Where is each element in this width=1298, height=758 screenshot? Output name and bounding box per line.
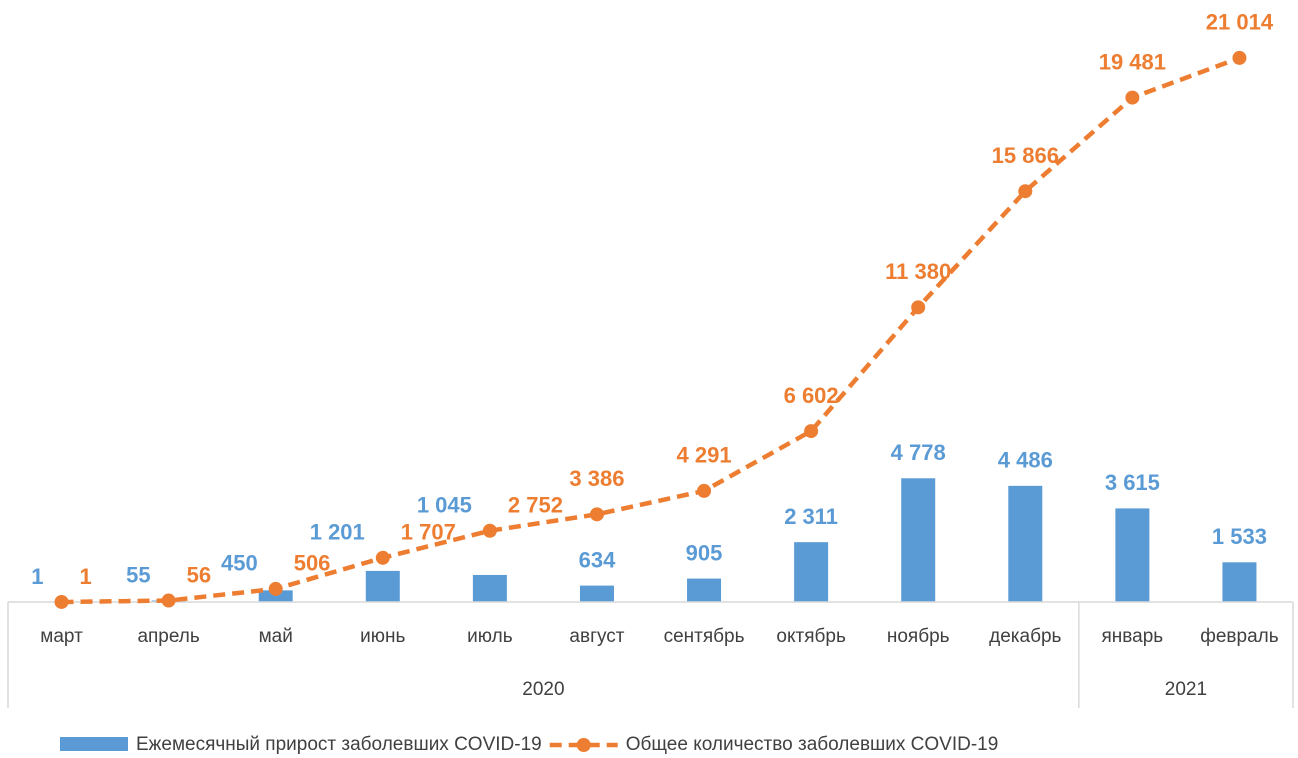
bar-value-label: 1 201 [310, 520, 365, 545]
bar-value-label: 1 [31, 564, 43, 589]
line-point [1018, 184, 1033, 199]
bar [579, 585, 614, 602]
bar [687, 578, 722, 602]
bar [1115, 508, 1150, 602]
legend-swatch [576, 738, 591, 752]
line-point [697, 483, 712, 498]
line-point [1232, 50, 1247, 65]
legend-swatch [60, 737, 128, 751]
line-point [911, 300, 926, 315]
line-point [268, 581, 283, 596]
bar-value-label: 55 [126, 562, 150, 587]
line-point [375, 550, 390, 565]
bar [794, 542, 829, 602]
bar-value-label: 450 [221, 551, 258, 576]
x-tick-label: декабрь [989, 626, 1061, 647]
x-tick-label: май [259, 626, 293, 647]
line-point [161, 593, 176, 608]
x-group-label: 2020 [522, 679, 564, 700]
legend-label: Общее количество заболевших COVID-19 [626, 734, 999, 755]
bar-value-label: 4 778 [891, 440, 946, 465]
line-value-label: 4 291 [677, 443, 732, 468]
bar-value-label: 905 [686, 540, 723, 565]
bar [1222, 562, 1257, 602]
line-value-label: 15 866 [992, 143, 1059, 168]
x-tick-label: апрель [137, 626, 199, 647]
line-point [1125, 90, 1140, 105]
legend-label: Ежемесячный прирост заболевших COVID-19 [136, 734, 542, 755]
bar-value-label: 2 311 [784, 504, 838, 529]
line [61, 55, 1241, 605]
line-value-label: 2 752 [508, 493, 563, 518]
line-value-label: 19 481 [1099, 49, 1166, 74]
bar-value-label: 4 486 [998, 448, 1053, 473]
x-tick-label: август [569, 626, 624, 647]
line-point [54, 594, 69, 609]
x-tick-label: июнь [360, 626, 405, 647]
x-tick-label: июль [467, 626, 513, 647]
bar [1008, 485, 1043, 602]
line-value-label: 506 [294, 551, 331, 576]
bar-value-label: 1 045 [417, 493, 472, 518]
line-value-label: 6 602 [784, 383, 839, 408]
bar-value-label: 1 533 [1212, 524, 1267, 549]
bar [258, 590, 293, 602]
bar-value-label: 634 [579, 547, 616, 572]
line-point [482, 523, 497, 538]
x-tick-label: январь [1102, 626, 1164, 647]
x-tick-label: март [40, 626, 83, 647]
bar-value-label: 3 615 [1105, 470, 1160, 495]
x-tick-label: ноябрь [887, 626, 950, 647]
bar [365, 570, 400, 602]
x-group-label: 2021 [1165, 679, 1207, 700]
line-value-label: 1 707 [401, 520, 456, 545]
line-value-label: 1 [80, 564, 92, 589]
line-point [804, 424, 819, 439]
line-value-label: 11 380 [885, 259, 951, 284]
x-tick-label: сентябрь [664, 626, 745, 647]
bar [472, 574, 507, 602]
line-value-label: 21 014 [1206, 10, 1274, 35]
x-tick-label: октябрь [776, 626, 846, 647]
x-tick-label: февраль [1200, 626, 1279, 647]
line-value-label: 56 [187, 562, 211, 587]
bar [901, 478, 936, 602]
line-value-label: 3 386 [569, 466, 624, 491]
line-point [589, 507, 604, 522]
